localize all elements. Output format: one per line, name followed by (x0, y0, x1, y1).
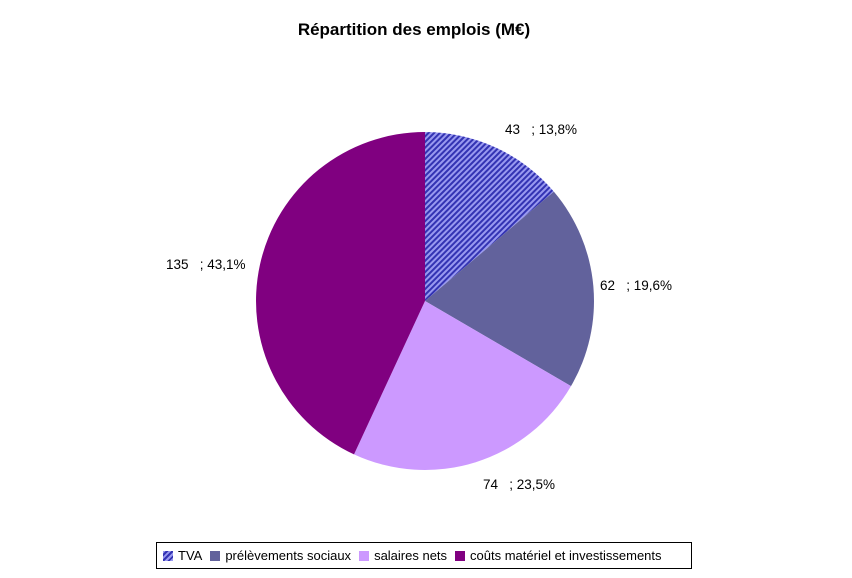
legend-label-prelevements-sociaux: prélèvements sociaux (225, 548, 352, 563)
pie-slices (256, 132, 594, 470)
pie-slice-2 (425, 191, 594, 387)
chart-title: Répartition des emplois (M€) (297, 20, 531, 39)
slice-label-prelevements-sociaux: 62 ; 19,6% (600, 278, 673, 293)
legend-label-couts-materiel: coûts matériel et investissements (470, 548, 662, 563)
slice-label-salaires-nets: 74 ; 23,5% (483, 477, 556, 492)
legend-label-tva: TVA (178, 548, 203, 563)
legend-swatch-salaires-nets (359, 550, 370, 561)
legend-swatch-tva (163, 550, 173, 561)
pie-slice-1 (425, 132, 554, 301)
legend-label-salaires-nets: salaires nets (374, 548, 448, 563)
legend-item-salaires-nets: salaires nets (359, 548, 447, 563)
legend: TVA prélèvements sociaux salaires nets c… (156, 542, 692, 569)
legend-item-tva: TVA (163, 548, 202, 563)
pie-slice-3 (354, 301, 571, 470)
legend-swatch-couts-materiel (455, 550, 466, 561)
slice-label-tva: 43 ; 13,8% (505, 122, 578, 137)
legend-item-prelevements-sociaux: prélèvements sociaux (210, 548, 351, 563)
slice-label-couts-materiel: 135 ; 43,1% (166, 257, 246, 272)
pie-slice-4 (256, 132, 425, 455)
legend-item-couts-materiel: coûts matériel et investissements (455, 548, 662, 563)
legend-swatch-prelevements-sociaux (210, 550, 221, 561)
